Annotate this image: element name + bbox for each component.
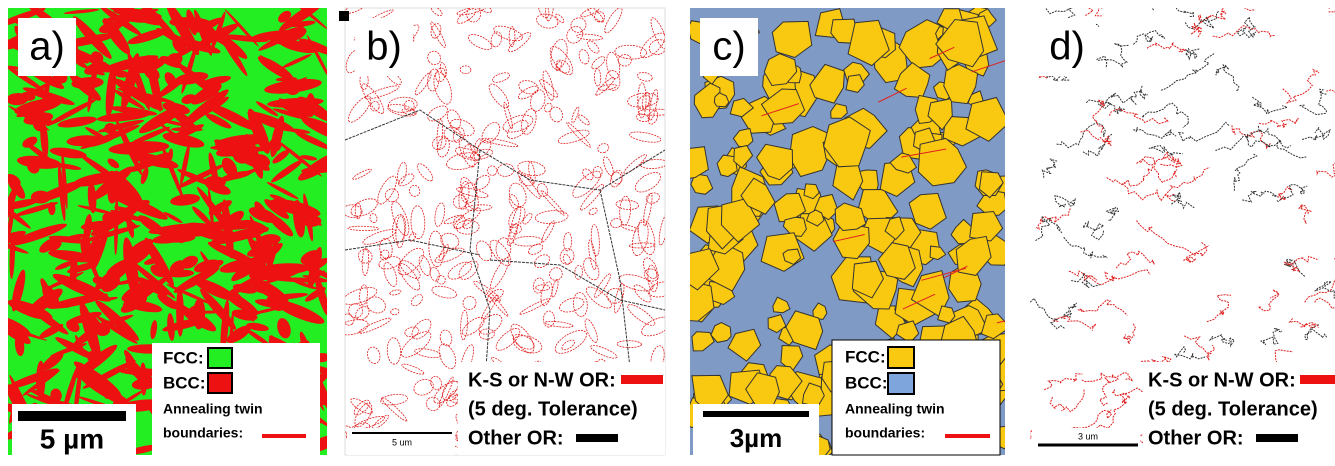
legend-swatch: [888, 347, 914, 368]
legend-text: Other OR:: [1148, 427, 1244, 449]
panel-label: c): [712, 25, 745, 69]
legend-text: boundaries:: [163, 425, 243, 441]
legend-text: FCC:: [163, 348, 204, 367]
scale-text: 3µm: [730, 423, 783, 453]
legend-swatch: [576, 434, 618, 442]
legend-swatch: [208, 373, 232, 393]
legend-text: Annealing twin: [845, 401, 945, 417]
figure: a) FCC: BCC: Annealing twin boundaries: …: [0, 0, 1335, 461]
legend-swatch: [1300, 375, 1335, 384]
scale-bar: [18, 411, 126, 421]
texture: [981, 314, 1010, 339]
legend-swatch: [1256, 434, 1298, 442]
legend-text: K-S or N-W OR:: [1148, 369, 1296, 391]
legend-swatch: [621, 375, 663, 384]
scale-text: 3 um: [1078, 431, 1098, 441]
legend-text: Annealing twin: [163, 401, 263, 417]
legend-swatch: [888, 373, 914, 394]
scale-text: 5 um: [392, 437, 412, 447]
scale-bar: [703, 411, 809, 417]
legend-text: BCC:: [845, 373, 888, 392]
panel-label: b): [366, 25, 402, 69]
panel-label: a): [29, 25, 65, 69]
texture: [31, 191, 51, 204]
panel-label: d): [1049, 25, 1085, 69]
legend-text: K-S or N-W OR:: [468, 369, 616, 391]
legend-text: Other OR:: [468, 427, 564, 449]
legend-text: (5 deg. Tolerance): [1148, 398, 1318, 420]
legend-text: boundaries:: [845, 425, 925, 441]
scale-text: 5 µm: [40, 423, 104, 454]
marker: [339, 11, 349, 21]
legend-text: BCC:: [163, 373, 206, 392]
legend-text: FCC:: [845, 347, 886, 366]
legend-text: (5 deg. Tolerance): [468, 398, 638, 420]
legend-swatch: [208, 348, 232, 368]
